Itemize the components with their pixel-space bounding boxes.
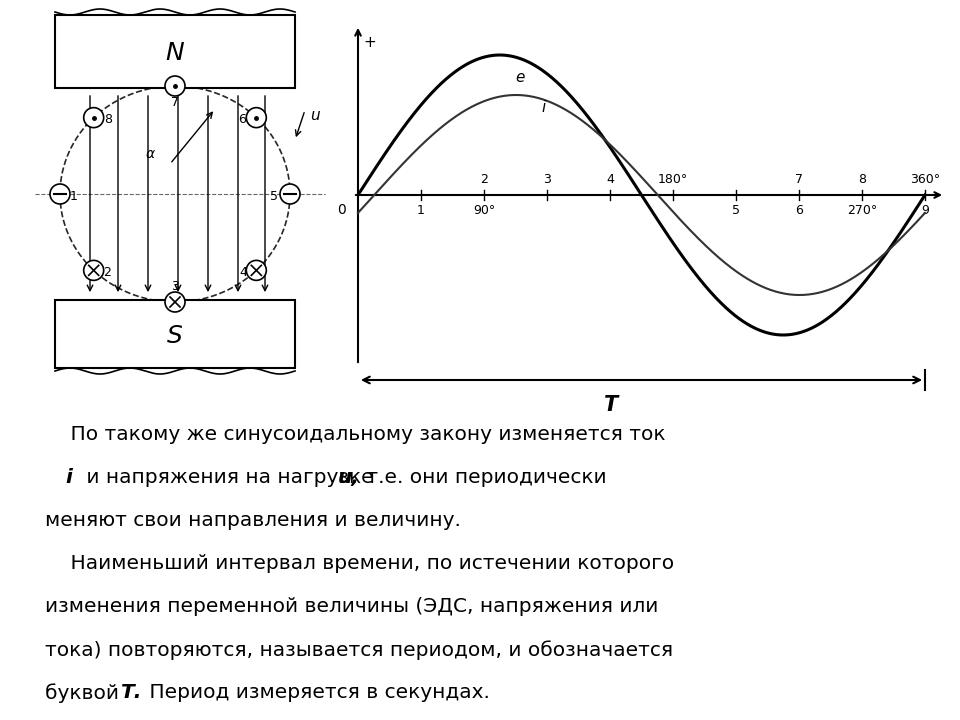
Text: 9: 9 — [921, 204, 929, 217]
Circle shape — [280, 184, 300, 204]
Text: u: u — [310, 107, 320, 122]
Text: 2: 2 — [103, 266, 110, 279]
Circle shape — [84, 107, 104, 127]
Circle shape — [247, 107, 266, 127]
Text: и напряжения на нагрузке: и напряжения на нагрузке — [80, 468, 380, 487]
Text: 90°: 90° — [473, 204, 495, 217]
Text: α: α — [145, 147, 155, 161]
Circle shape — [247, 261, 266, 280]
Text: По такому же синусоидальному закону изменяется ток: По такому же синусоидальному закону изме… — [45, 425, 665, 444]
Circle shape — [84, 261, 104, 280]
Text: +: + — [363, 35, 375, 50]
Text: i: i — [65, 468, 72, 487]
Text: меняют свои направления и величину.: меняют свои направления и величину. — [45, 511, 461, 530]
Circle shape — [50, 184, 70, 204]
Text: буквой: буквой — [45, 683, 126, 703]
Text: 7: 7 — [171, 96, 179, 109]
Text: i: i — [541, 100, 545, 115]
Bar — [55, 15, 295, 88]
Text: т.е. они периодически: т.е. они периодически — [360, 468, 607, 487]
Text: 2: 2 — [480, 173, 488, 186]
Text: 3: 3 — [171, 279, 179, 292]
Bar — [55, 300, 295, 368]
Text: 1: 1 — [70, 189, 78, 202]
Text: тока) повторяются, называется периодом, и обозначается: тока) повторяются, называется периодом, … — [45, 640, 673, 660]
Text: 5: 5 — [732, 204, 740, 217]
Text: 5: 5 — [270, 189, 278, 202]
Text: 1: 1 — [417, 204, 425, 217]
Text: N: N — [166, 42, 184, 66]
Text: S: S — [167, 324, 183, 348]
Text: 180°: 180° — [658, 173, 688, 186]
Text: e: e — [515, 70, 524, 85]
Text: 3: 3 — [543, 173, 551, 186]
Text: Наименьший интервал времени, по истечении которого: Наименьший интервал времени, по истечени… — [45, 554, 674, 573]
Text: изменения переменной величины (ЭДС, напряжения или: изменения переменной величины (ЭДС, напр… — [45, 597, 659, 616]
Text: 7: 7 — [795, 173, 803, 186]
Text: 360°: 360° — [910, 173, 940, 186]
Text: Т.: Т. — [120, 683, 141, 702]
Text: T: T — [605, 395, 618, 415]
Text: 6: 6 — [238, 113, 247, 126]
Text: 8: 8 — [104, 113, 111, 126]
Text: 270°: 270° — [847, 204, 877, 217]
Text: 4: 4 — [239, 266, 248, 279]
Text: 0: 0 — [337, 203, 346, 217]
Text: Период измеряется в секундах.: Период измеряется в секундах. — [143, 683, 490, 702]
Text: 4: 4 — [606, 173, 614, 186]
Circle shape — [165, 76, 185, 96]
Text: u,: u, — [338, 468, 360, 487]
Text: 6: 6 — [795, 204, 803, 217]
Circle shape — [165, 292, 185, 312]
Text: 8: 8 — [858, 173, 866, 186]
